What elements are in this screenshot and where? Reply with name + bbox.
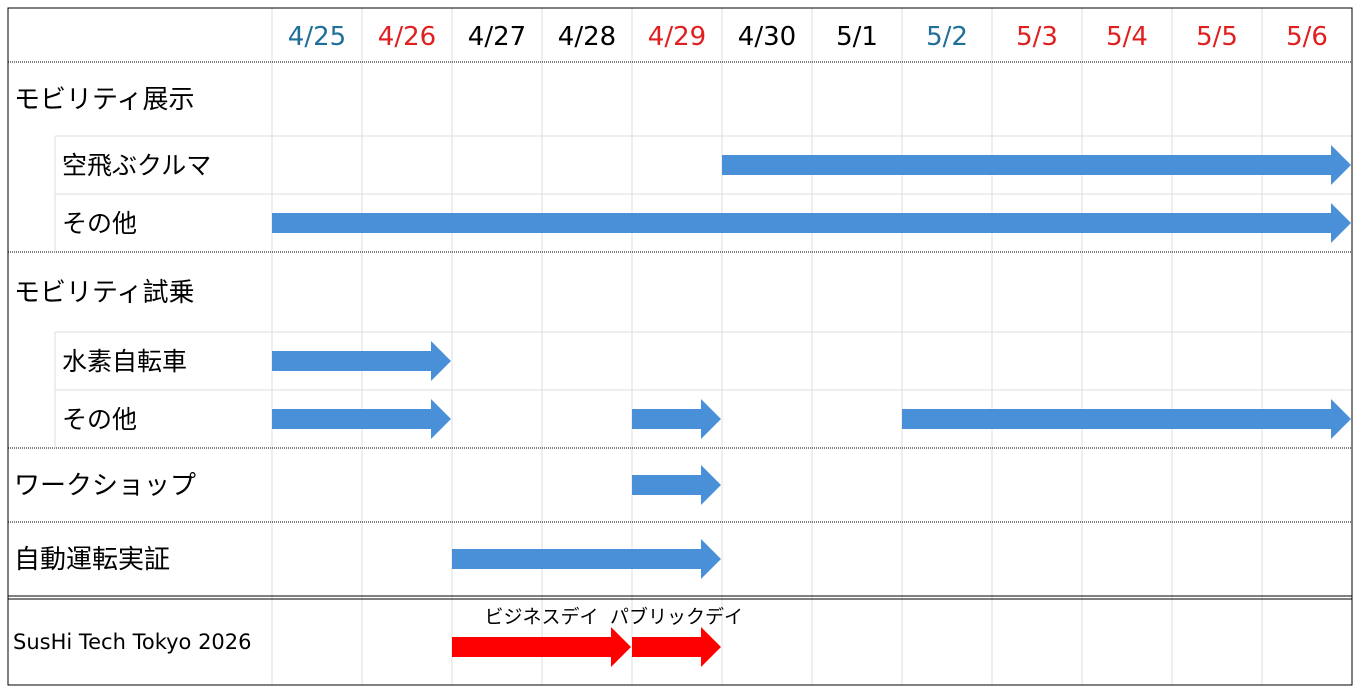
- event-name: SusHi Tech Tokyo 2026: [13, 630, 252, 654]
- date-label: 5/6: [1286, 22, 1328, 52]
- date-label: 5/5: [1196, 22, 1238, 52]
- date-label: 5/4: [1106, 22, 1148, 52]
- outer-border: [7, 7, 1353, 686]
- phase-bar: [452, 627, 631, 667]
- footer-row: SusHi Tech Tokyo 2026 ビジネスデイ パブリックデイ: [13, 605, 743, 667]
- date-label: 5/2: [926, 22, 968, 52]
- date-label: 4/27: [468, 22, 526, 52]
- category-label: モビリティ展示: [14, 85, 194, 115]
- table-borders: [7, 7, 1353, 686]
- grid-lines: [55, 8, 1353, 685]
- schedule-bar: [632, 399, 721, 439]
- subcategory-label: 水素自転車: [62, 347, 187, 376]
- schedule-bars: [272, 145, 1351, 579]
- schedule-bar: [902, 399, 1351, 439]
- date-label: 4/28: [558, 22, 616, 52]
- category-label: モビリティ試乗: [14, 278, 194, 308]
- row-labels: モビリティ展示空飛ぶクルマその他モビリティ試乗水素自転車その他ワークショップ自動…: [14, 85, 211, 575]
- date-label: 5/3: [1016, 22, 1058, 52]
- date-label: 4/29: [648, 22, 706, 52]
- phase-label: ビジネスデイ: [484, 606, 598, 628]
- date-label: 4/26: [378, 22, 436, 52]
- date-header: 4/25 4/26 4/27 4/28 4/29 4/30 5/1 5/2 5/3 5/4 5/5 5…: [288, 22, 1328, 52]
- schedule-bar: [272, 203, 1351, 243]
- date-label: 4/25: [288, 22, 346, 52]
- subcategory-label: 空飛ぶクルマ: [62, 151, 211, 180]
- subcategory-label: その他: [62, 209, 137, 238]
- schedule-bar: [272, 399, 451, 439]
- category-label: ワークショップ: [14, 471, 196, 501]
- schedule-bar: [452, 539, 721, 579]
- schedule-bar: [272, 341, 451, 381]
- date-label: 5/1: [836, 22, 878, 52]
- phase-bar: [632, 627, 721, 667]
- schedule-bar: [632, 465, 721, 505]
- schedule-bar: [722, 145, 1351, 185]
- subcategory-label: その他: [62, 405, 137, 434]
- phase-label: パブリックデイ: [610, 605, 743, 628]
- category-label: 自動運転実証: [14, 545, 170, 575]
- date-label: 4/30: [738, 22, 796, 52]
